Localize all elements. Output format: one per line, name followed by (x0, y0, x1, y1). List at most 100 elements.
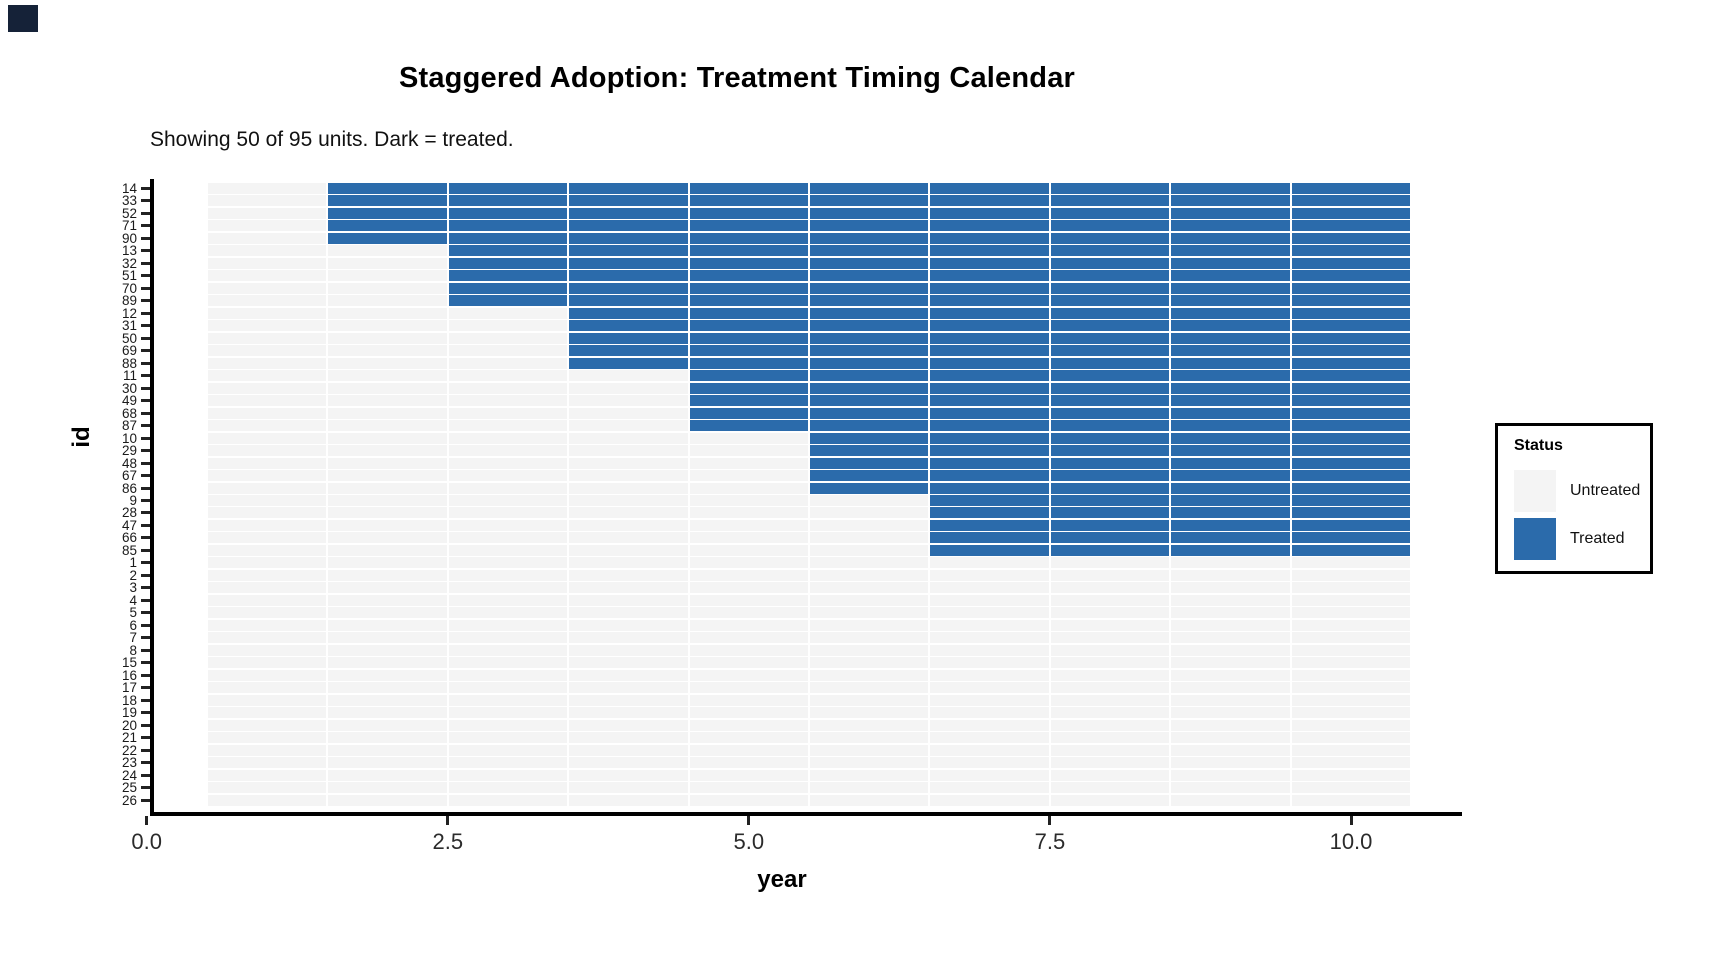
tile-treated (930, 332, 1049, 344)
y-tick-mark (141, 386, 150, 390)
tile-untreated (207, 582, 327, 594)
tile-treated (810, 245, 929, 257)
y-tick-mark (141, 786, 150, 790)
legend-label: Treated (1570, 530, 1625, 547)
y-tick-label: 19 (121, 705, 137, 721)
tile-untreated (569, 782, 688, 794)
tile-treated (930, 519, 1049, 531)
tile-untreated (569, 682, 688, 694)
y-tick-mark (141, 249, 150, 253)
tile-treated (1171, 257, 1290, 269)
y-tick-mark (141, 311, 150, 315)
tile-treated (930, 307, 1049, 319)
tile-treated (1050, 245, 1170, 257)
tile-untreated (689, 619, 809, 631)
y-tick-mark (141, 199, 150, 203)
tile-treated (1171, 195, 1290, 207)
y-tick-mark (141, 736, 150, 740)
tile-treated (1171, 507, 1290, 519)
y-tick-mark (141, 224, 150, 228)
x-tick-label: 7.5 (1034, 829, 1066, 854)
tile-treated (930, 457, 1049, 469)
tile-treated (569, 245, 688, 257)
tile-treated (1171, 270, 1290, 282)
x-tick-label: 10.0 (1329, 829, 1373, 854)
tile-untreated (569, 420, 688, 432)
tile-untreated (1171, 794, 1290, 806)
tile-untreated (569, 694, 688, 706)
tile-treated (1050, 320, 1170, 332)
tile-untreated (810, 532, 929, 544)
tile-treated (930, 495, 1049, 506)
tile-untreated (1050, 707, 1170, 719)
tile-untreated (207, 657, 327, 669)
tile-untreated (569, 569, 688, 581)
y-tick-mark (141, 424, 150, 428)
tile-untreated (207, 332, 327, 344)
x-tick-mark (747, 816, 751, 825)
tile-treated (1050, 345, 1170, 357)
tile-untreated (448, 307, 568, 319)
tile-treated (569, 282, 688, 294)
tile-treated (1291, 445, 1411, 457)
y-tick-label: 13 (121, 243, 137, 259)
tile-untreated (448, 682, 568, 694)
tile-untreated (689, 569, 809, 581)
tile-untreated (689, 757, 809, 769)
tile-treated (1050, 432, 1170, 444)
tile-treated (1291, 432, 1411, 444)
tile-untreated (207, 457, 327, 469)
y-tick-label: 50 (121, 330, 137, 346)
tile-untreated (1291, 782, 1411, 794)
y-tick-mark (141, 274, 150, 278)
tile-treated (689, 220, 809, 232)
tile-untreated (328, 445, 447, 457)
tile-untreated (448, 420, 568, 432)
tile-untreated (207, 519, 327, 531)
tile-treated (1291, 470, 1411, 482)
tile-treated (689, 370, 809, 382)
y-tick-mark (141, 573, 150, 577)
tile-untreated (328, 532, 447, 544)
tile-untreated (1171, 594, 1290, 606)
y-tick-mark (141, 686, 150, 690)
tile-untreated (207, 382, 327, 394)
tile-treated (810, 320, 929, 332)
x-tick-mark (1349, 816, 1353, 825)
tile-treated (930, 257, 1049, 269)
tile-untreated (689, 457, 809, 469)
y-tick-label: 31 (121, 318, 137, 334)
tile-untreated (569, 532, 688, 544)
tile-treated (930, 532, 1049, 544)
tile-untreated (328, 332, 447, 344)
tile-treated (448, 220, 568, 232)
tile-untreated (810, 582, 929, 594)
tile-untreated (207, 345, 327, 357)
tile-treated (810, 395, 929, 407)
y-tick-mark (141, 761, 150, 765)
tile-untreated (448, 669, 568, 681)
tile-untreated (207, 707, 327, 719)
tile-untreated (207, 470, 327, 482)
y-tick-label: 1 (129, 555, 137, 571)
tile-untreated (810, 619, 929, 631)
tile-untreated (569, 519, 688, 531)
tile-treated (448, 295, 568, 307)
tile-treated (1291, 345, 1411, 357)
tile-untreated (1050, 569, 1170, 581)
tile-untreated (328, 432, 447, 444)
tile-treated (930, 420, 1049, 432)
tile-treated (448, 207, 568, 219)
y-tick-label: 7 (129, 630, 137, 646)
tile-treated (810, 457, 929, 469)
tile-treated (448, 282, 568, 294)
tile-treated (930, 445, 1049, 457)
tile-untreated (569, 370, 688, 382)
tile-untreated (569, 744, 688, 756)
tile-untreated (930, 607, 1049, 619)
y-tick-label: 66 (121, 530, 137, 546)
tile-treated (810, 295, 929, 307)
tile-treated (1050, 195, 1170, 207)
tile-treated (930, 270, 1049, 282)
y-tick-label: 90 (121, 230, 137, 246)
